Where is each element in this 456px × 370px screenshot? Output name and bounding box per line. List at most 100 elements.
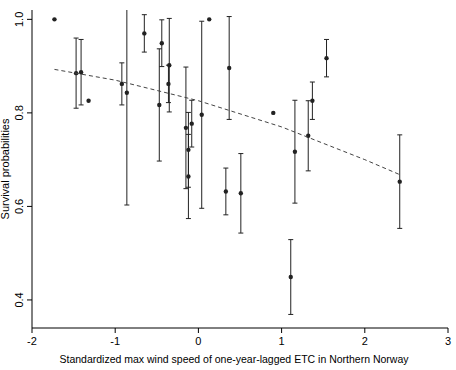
error-bar-cap [159,19,164,20]
point [398,179,402,183]
error-bar-line [126,10,127,205]
x-tick-label: 2 [362,335,368,347]
y-tick [27,299,32,300]
point [186,174,190,178]
error-bar-cap [306,100,311,101]
error-bar-cap [124,205,129,206]
error-bar [79,39,84,104]
point [79,70,83,74]
error-bar-cap [167,18,172,19]
x-tick [448,328,449,333]
point [142,31,146,35]
error-bar-cap [238,233,243,234]
error-bar-cap [397,228,402,229]
point [167,63,171,67]
error-bar-cap [199,208,204,209]
x-tick-label: 1 [279,335,285,347]
error-bar-cap [324,39,329,40]
point [224,189,228,193]
error-bar [119,63,124,105]
error-bar-cap [79,39,84,40]
point [289,275,293,279]
error-bar-cap [157,48,162,49]
error-bar-cap [79,104,84,105]
error-bar [397,135,402,229]
error-bar [166,65,171,102]
y-axis-label: Survival probabilities [0,118,11,219]
error-bar [157,49,162,161]
x-tick-label: -1 [110,335,120,347]
error-bar-cap [238,153,243,154]
point [271,111,275,115]
y-tick-label: 0.6 [13,199,25,214]
error-bar-cap [223,168,228,169]
error-bar-cap [292,203,297,204]
point [190,121,194,125]
error-bar-cap [306,170,311,171]
error-bar-cap [142,52,147,53]
error-bar-cap [186,218,191,219]
error-bar [189,100,194,147]
x-tick-label: -2 [27,335,37,347]
x-tick-label: 3 [445,335,451,347]
error-bar-cap [142,14,147,15]
point [306,134,310,138]
error-bar-cap [288,314,293,315]
y-tick [27,112,32,113]
error-bar-cap [186,112,191,113]
point [207,17,211,21]
error-bar [199,21,204,208]
plot-area [52,10,402,314]
error-bar-cap [310,82,315,83]
error-bar-cap [119,62,124,63]
error-bar-cap [183,67,188,68]
point [200,113,204,117]
point [324,56,328,60]
error-bar-cap [223,214,228,215]
point [310,99,314,103]
y-tick-label: 0.8 [13,105,25,120]
point [160,41,164,45]
y-tick-label: 1.0 [13,12,25,27]
error-bar [292,100,297,203]
point [157,103,161,107]
error-bar-cap [74,38,79,39]
error-bar [310,82,315,119]
error-bar-cap [119,104,124,105]
point [239,191,243,195]
error-bar-cap [292,100,297,101]
point [52,17,56,21]
error-bar-cap [166,102,171,103]
error-bar-cap [159,66,164,67]
error-bar-cap [310,119,315,120]
y-tick [27,19,32,20]
error-bar-cap [227,119,232,120]
x-tick [198,328,199,333]
error-bar-cap [183,188,188,189]
error-bar-cap [324,76,329,77]
point [227,66,231,70]
point [125,91,129,95]
y-tick-label: 0.4 [13,292,25,307]
error-bar [227,17,232,120]
x-axis-label: Standardized max wind speed of one-year-… [59,353,409,365]
point [86,99,90,103]
error-bar-cap [189,147,194,148]
error-bar [288,240,293,315]
fit-line [54,69,399,174]
error-bar-cap [227,16,232,17]
x-axis [32,328,448,329]
x-tick [32,328,33,333]
y-tick [27,206,32,207]
error-bar-cap [397,134,402,135]
error-bar-cap [186,134,191,135]
error-bar [142,15,147,52]
error-bar [167,18,172,112]
point [184,126,188,130]
y-axis [32,10,33,328]
point [166,82,170,86]
chart: -2-101230.40.60.81.0Standardized max win… [0,0,456,370]
x-tick [364,328,365,333]
error-bar [238,154,243,234]
error-bar-cap [288,239,293,240]
